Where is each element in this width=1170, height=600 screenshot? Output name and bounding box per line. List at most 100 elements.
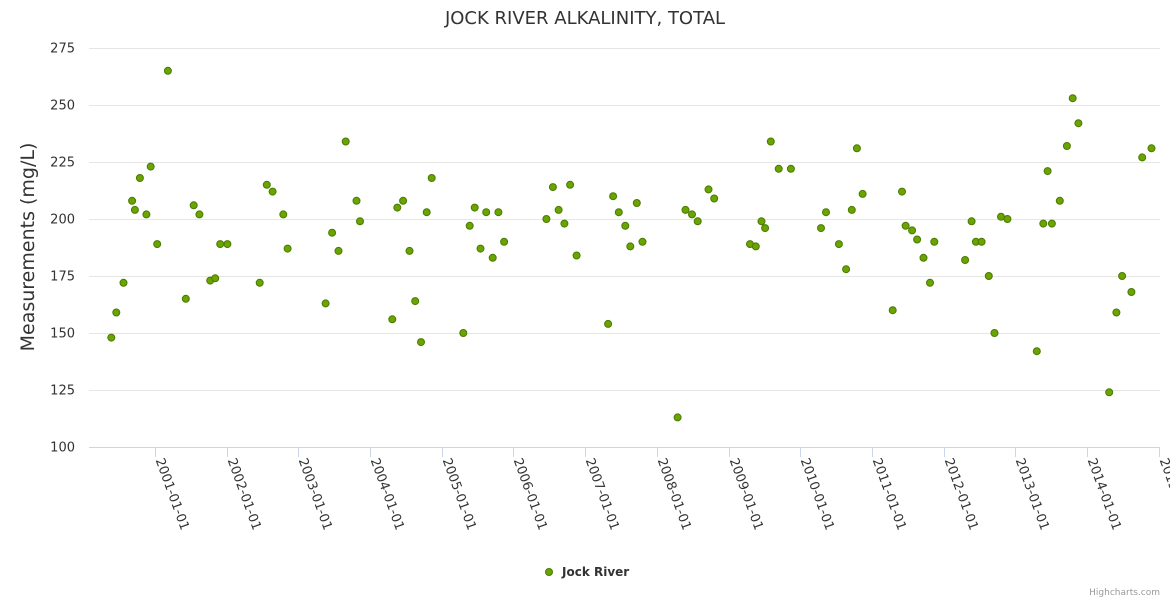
data-point[interactable] <box>341 137 350 146</box>
data-point[interactable] <box>112 308 121 317</box>
data-point[interactable] <box>465 221 474 230</box>
data-point[interactable] <box>638 237 647 246</box>
data-point[interactable] <box>1043 167 1052 176</box>
data-point[interactable] <box>898 187 906 196</box>
data-point[interactable] <box>195 210 204 219</box>
data-point[interactable] <box>1039 219 1048 228</box>
data-point[interactable] <box>681 205 690 214</box>
data-point[interactable] <box>223 240 232 249</box>
data-point[interactable] <box>961 256 970 264</box>
data-point[interactable] <box>135 174 144 182</box>
data-point[interactable] <box>858 189 867 198</box>
data-point[interactable] <box>930 237 939 246</box>
legend[interactable]: Jock River <box>545 565 630 579</box>
data-point[interactable] <box>926 278 934 287</box>
data-point[interactable] <box>459 329 468 337</box>
data-point[interactable] <box>1068 94 1077 103</box>
data-point[interactable] <box>621 221 630 230</box>
data-point[interactable] <box>967 217 976 226</box>
data-point[interactable] <box>761 224 770 233</box>
data-point[interactable] <box>852 144 861 153</box>
data-point[interactable] <box>548 183 557 192</box>
data-point[interactable] <box>189 201 198 210</box>
data-point[interactable] <box>614 208 623 217</box>
data-point[interactable] <box>913 235 922 244</box>
data-point[interactable] <box>834 240 843 249</box>
data-point[interactable] <box>847 205 856 214</box>
data-point[interactable] <box>688 210 696 219</box>
data-point[interactable] <box>107 333 116 342</box>
data-point[interactable] <box>500 237 509 246</box>
data-point[interactable] <box>822 208 830 217</box>
data-point[interactable] <box>817 224 825 233</box>
data-point[interactable] <box>1147 144 1156 153</box>
data-point[interactable] <box>388 315 397 324</box>
data-point[interactable] <box>757 217 766 226</box>
data-point[interactable] <box>1074 119 1083 128</box>
data-point[interactable] <box>888 306 897 315</box>
data-point[interactable] <box>560 219 569 228</box>
data-point[interactable] <box>919 253 928 262</box>
data-point[interactable] <box>751 242 760 251</box>
data-point[interactable] <box>211 274 220 283</box>
data-point[interactable] <box>572 251 581 260</box>
data-point[interactable] <box>710 194 719 203</box>
data-point[interactable] <box>427 174 436 182</box>
data-point[interactable] <box>411 297 420 306</box>
data-point[interactable] <box>632 199 641 207</box>
data-point[interactable] <box>393 203 402 212</box>
data-point[interactable] <box>163 66 172 75</box>
data-point[interactable] <box>405 246 414 255</box>
data-point[interactable] <box>476 244 485 253</box>
data-point[interactable] <box>422 208 431 217</box>
data-point[interactable] <box>146 162 155 171</box>
data-point[interactable] <box>181 294 190 303</box>
data-point[interactable] <box>766 137 775 146</box>
data-point[interactable] <box>153 240 162 249</box>
data-point[interactable] <box>1112 308 1121 317</box>
data-point[interactable] <box>1127 288 1136 296</box>
data-point[interactable] <box>1047 219 1056 228</box>
data-point[interactable] <box>774 164 783 173</box>
data-point[interactable] <box>566 180 575 189</box>
data-point[interactable] <box>693 217 702 226</box>
data-point[interactable] <box>673 413 682 422</box>
data-point[interactable] <box>216 240 225 249</box>
data-point[interactable] <box>255 278 264 287</box>
data-point[interactable] <box>626 242 635 251</box>
data-point[interactable] <box>786 164 795 173</box>
data-point[interactable] <box>494 208 503 217</box>
data-point[interactable] <box>609 192 618 201</box>
data-point[interactable] <box>352 196 361 205</box>
data-point[interactable] <box>470 203 479 212</box>
data-point[interactable] <box>842 265 851 274</box>
data-point[interactable] <box>334 246 343 255</box>
data-point[interactable] <box>130 205 139 214</box>
data-point[interactable] <box>128 196 137 205</box>
data-point[interactable] <box>268 187 277 196</box>
legend-label[interactable]: Jock River <box>561 565 629 579</box>
data-point[interactable] <box>1062 142 1071 150</box>
data-point[interactable] <box>554 205 563 214</box>
data-point[interactable] <box>704 185 713 194</box>
data-point[interactable] <box>119 278 128 287</box>
data-point[interactable] <box>279 210 288 219</box>
data-point[interactable] <box>399 196 408 205</box>
data-point[interactable] <box>142 210 151 219</box>
data-point[interactable] <box>262 180 271 189</box>
data-point[interactable] <box>542 215 551 223</box>
data-point[interactable] <box>482 208 491 217</box>
data-point[interactable] <box>1105 388 1114 397</box>
data-point[interactable] <box>990 329 999 337</box>
data-point[interactable] <box>908 226 917 235</box>
data-point[interactable] <box>604 319 613 328</box>
credits[interactable]: Highcharts.com <box>1089 588 1160 598</box>
data-point[interactable] <box>977 237 986 246</box>
data-point[interactable] <box>1118 272 1127 280</box>
data-point[interactable] <box>1032 347 1041 356</box>
data-point[interactable] <box>984 272 993 280</box>
data-point[interactable] <box>356 217 364 226</box>
data-point[interactable] <box>321 299 330 308</box>
data-point[interactable] <box>328 228 337 237</box>
data-point[interactable] <box>283 244 292 253</box>
